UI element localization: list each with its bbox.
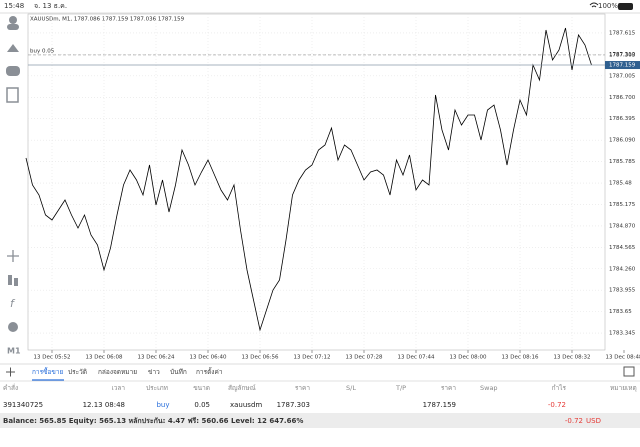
total-profit: -0.72 bbox=[565, 417, 583, 425]
battery-icon bbox=[618, 3, 633, 10]
status-time: 15:48 bbox=[4, 2, 24, 10]
account-icon[interactable] bbox=[9, 16, 17, 24]
tab[interactable]: ข่าว bbox=[148, 368, 160, 376]
chat-icon[interactable] bbox=[6, 66, 20, 76]
tab[interactable]: กล่องจดหมาย bbox=[98, 368, 137, 376]
order-price-label: 1787.303 bbox=[609, 52, 636, 58]
trade-panel: Balance: 565.85 Equity: 565.13 หลักประกั… bbox=[0, 363, 640, 428]
cell[interactable]: xauusdm bbox=[230, 401, 262, 409]
cell[interactable]: -0.72 bbox=[548, 401, 566, 409]
column-header: S/L bbox=[346, 384, 356, 392]
cell[interactable]: buy bbox=[156, 401, 169, 409]
cell[interactable]: 1787.159 bbox=[423, 401, 456, 409]
column-header: คำสั่ง bbox=[3, 383, 18, 392]
new-icon[interactable] bbox=[6, 87, 19, 103]
add-icon[interactable] bbox=[6, 367, 15, 377]
settings-icon[interactable] bbox=[623, 366, 635, 377]
cell[interactable]: 0.05 bbox=[194, 401, 210, 409]
cell[interactable]: 1787.303 bbox=[277, 401, 310, 409]
y-tick-label: 1784.260 bbox=[609, 266, 636, 272]
x-tick-label: 13 Dec 08:32 bbox=[554, 355, 591, 361]
order-label: buy 0.05 bbox=[30, 48, 55, 54]
chart: 1787.615 1787.310 1787.005 1786.700 1786.395… bbox=[25, 14, 640, 361]
y-tick-label: 1785.785 bbox=[609, 159, 636, 165]
summary: Balance: 565.85 Equity: 565.13 หลักประกั… bbox=[3, 417, 303, 425]
column-header: ราคา bbox=[295, 384, 310, 392]
x-tick-label: 13 Dec 06:56 bbox=[242, 355, 279, 361]
chart-title: XAUUSDm, M1, 1787.086 1787.159 1787.036 … bbox=[30, 17, 185, 23]
column-header: หมายเหตุ bbox=[610, 384, 637, 392]
x-tick-label: 13 Dec 06:08 bbox=[86, 355, 123, 361]
y-tick-label: 1786.395 bbox=[609, 116, 636, 122]
tab[interactable]: บันทึก bbox=[170, 368, 187, 376]
plot-frame bbox=[27, 13, 606, 351]
y-tick-label: 1783.65 bbox=[609, 309, 632, 315]
y-tick-label: 1786.700 bbox=[609, 95, 636, 101]
indicator-icon[interactable]: f bbox=[10, 297, 16, 310]
price-line bbox=[25, 27, 592, 332]
column-header: กำไร bbox=[552, 384, 567, 392]
x-tick-label: 13 Dec 08:00 bbox=[450, 355, 487, 361]
column-header: เวลา bbox=[111, 384, 125, 392]
chart-type-icon-2[interactable] bbox=[14, 278, 18, 286]
y-tick-label: 1784.565 bbox=[609, 245, 636, 251]
currency: USD bbox=[586, 417, 601, 425]
toolbar: f M1 bbox=[6, 16, 21, 356]
status-date: จ. 13 ธ.ค. bbox=[34, 2, 67, 10]
column-header: Swap bbox=[480, 384, 498, 392]
chart-type-icon[interactable] bbox=[8, 275, 12, 285]
tab[interactable]: ประวัติ bbox=[68, 368, 87, 376]
wifi-icon bbox=[589, 2, 599, 8]
y-tick-label: 1785.175 bbox=[609, 202, 636, 208]
account-icon-body[interactable] bbox=[7, 24, 19, 30]
cell[interactable]: 391340725 bbox=[3, 401, 43, 409]
y-tick-label: 1785.48 bbox=[609, 181, 632, 187]
x-tick-label: 13 Dec 07:44 bbox=[398, 355, 435, 361]
summary-bg bbox=[0, 413, 640, 428]
x-tick-label: 13 Dec 06:24 bbox=[138, 355, 175, 361]
y-tick-label: 1786.090 bbox=[609, 138, 636, 144]
column-header: ราคา bbox=[441, 384, 456, 392]
status-battery: 100% bbox=[598, 2, 618, 10]
tab[interactable]: การซื้อขาย bbox=[32, 367, 63, 376]
y-tick-label: 1783.955 bbox=[609, 288, 636, 294]
x-tick-label: 13 Dec 08:48 bbox=[606, 355, 640, 361]
column-header: สัญลักษณ์ bbox=[228, 384, 256, 392]
x-tick-label: 13 Dec 05:52 bbox=[34, 355, 71, 361]
bid-price-label: 1787.159 bbox=[609, 63, 636, 69]
x-tick-label: 13 Dec 07:12 bbox=[294, 355, 331, 361]
timeframe[interactable]: M1 bbox=[7, 347, 21, 356]
objects-icon[interactable] bbox=[8, 322, 18, 332]
y-tick-label: 1787.005 bbox=[609, 73, 636, 79]
x-tick-label: 13 Dec 08:16 bbox=[502, 355, 539, 361]
trade-icon[interactable] bbox=[7, 44, 19, 52]
cell[interactable]: 12.13 08:48 bbox=[83, 401, 125, 409]
y-tick-label: 1783.345 bbox=[609, 331, 636, 337]
tab[interactable]: การตั้งค่า bbox=[196, 367, 223, 376]
bid-tag bbox=[605, 61, 640, 70]
y-tick-label: 1787.615 bbox=[609, 30, 636, 36]
x-tick-label: 13 Dec 06:40 bbox=[190, 355, 227, 361]
y-tick-label: 1787.310 bbox=[609, 52, 636, 58]
column-header: ขนาด bbox=[193, 384, 210, 392]
crosshair-icon[interactable] bbox=[7, 250, 19, 262]
x-tick-label: 13 Dec 07:28 bbox=[346, 355, 383, 361]
column-header: ประเภท bbox=[146, 384, 168, 392]
y-tick-label: 1784.870 bbox=[609, 223, 636, 229]
column-header: T/P bbox=[395, 384, 406, 392]
